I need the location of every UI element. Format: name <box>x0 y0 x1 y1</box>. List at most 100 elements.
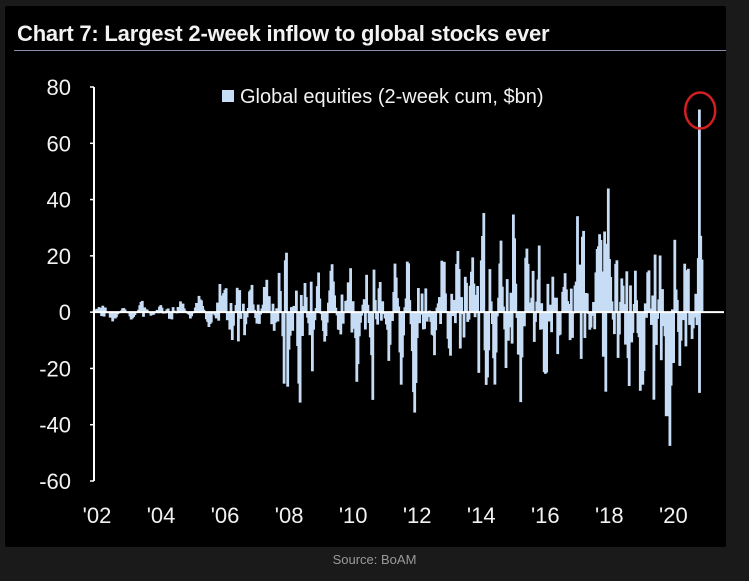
bar <box>244 312 248 325</box>
x-tick-label: '02 <box>83 503 112 528</box>
bar <box>442 261 446 313</box>
bar <box>634 270 637 313</box>
bar <box>576 216 579 313</box>
bar <box>308 312 312 336</box>
bar <box>145 309 149 313</box>
bar <box>552 297 556 313</box>
y-tick-label: -20 <box>39 356 71 381</box>
x-tick-label: '20 <box>659 503 688 528</box>
bar <box>567 303 571 313</box>
bar <box>540 303 544 313</box>
bar <box>495 312 499 317</box>
bar <box>672 312 675 363</box>
bar <box>415 312 419 338</box>
x-tick-label: '06 <box>211 503 240 528</box>
bar <box>420 293 424 313</box>
bar <box>651 295 655 313</box>
bar <box>388 312 392 345</box>
bar <box>394 277 398 313</box>
bar <box>397 306 401 313</box>
bar <box>402 312 405 336</box>
bar <box>171 307 175 313</box>
bar <box>359 312 362 323</box>
bar <box>295 290 298 313</box>
bar <box>218 284 222 313</box>
bar <box>583 312 587 338</box>
bar <box>488 269 492 313</box>
bar <box>551 276 555 313</box>
bar <box>606 188 610 313</box>
bar <box>631 312 635 333</box>
bar <box>534 312 537 322</box>
y-tick-label: -40 <box>39 413 71 438</box>
bar <box>656 312 659 319</box>
bar <box>102 312 106 317</box>
bar <box>324 312 328 336</box>
bar <box>669 312 673 386</box>
source-note: Source: BoAM <box>332 552 417 567</box>
bar <box>214 312 218 319</box>
bar <box>349 268 352 313</box>
bar <box>202 309 206 313</box>
bar <box>679 312 683 341</box>
bar <box>364 312 367 330</box>
bar <box>285 252 288 313</box>
bar <box>462 312 466 338</box>
bar <box>548 304 552 313</box>
bar <box>123 309 127 313</box>
bar <box>514 283 518 313</box>
bar <box>313 312 317 321</box>
bar <box>274 312 277 323</box>
bar <box>682 312 685 321</box>
bar <box>365 274 368 313</box>
bar <box>592 302 595 313</box>
bar <box>645 312 648 318</box>
y-tick-label: 0 <box>59 300 71 325</box>
bar <box>476 286 479 313</box>
bar <box>629 285 632 313</box>
bar <box>301 312 304 336</box>
bar <box>140 300 144 313</box>
bar <box>650 312 653 325</box>
bar <box>550 312 553 333</box>
bar <box>133 312 137 316</box>
bar <box>251 304 255 313</box>
bar <box>228 312 232 330</box>
bar <box>568 312 572 341</box>
y-tick-label: 60 <box>47 131 71 156</box>
bar <box>658 255 662 313</box>
bar <box>500 286 504 313</box>
bar <box>209 312 213 323</box>
bar <box>621 285 625 313</box>
bar <box>317 272 320 313</box>
bar <box>391 312 394 321</box>
bar <box>309 281 313 313</box>
bar <box>537 245 541 313</box>
bar <box>381 301 385 313</box>
bar <box>245 312 249 318</box>
bar <box>225 312 229 321</box>
bar <box>504 312 508 368</box>
y-tick-label: 20 <box>47 244 71 269</box>
bar <box>523 312 526 327</box>
bar <box>539 312 542 330</box>
bar <box>99 307 102 313</box>
legend-swatch <box>222 90 234 102</box>
bar <box>513 238 516 313</box>
bar <box>418 312 422 324</box>
bar <box>618 312 621 335</box>
bar <box>318 298 322 313</box>
bar <box>532 312 536 342</box>
bar <box>510 312 514 344</box>
bar <box>700 259 704 313</box>
bar <box>458 312 462 349</box>
bar <box>433 312 436 356</box>
bar <box>671 309 674 313</box>
bar <box>648 308 652 313</box>
bar <box>356 312 360 365</box>
bar <box>627 312 631 386</box>
bar <box>454 312 457 324</box>
bar <box>625 271 629 313</box>
bar <box>380 312 383 321</box>
